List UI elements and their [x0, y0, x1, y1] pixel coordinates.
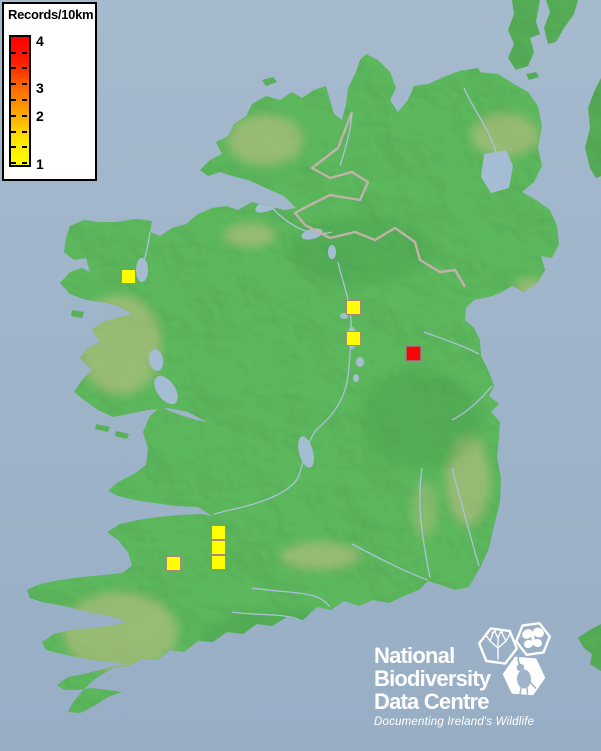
small-islands [71, 68, 481, 439]
legend-title: Records/10km [8, 7, 94, 22]
logo-text-block: National Biodiversity Data Centre Docume… [374, 644, 534, 728]
grid-square-marker[interactable] [346, 331, 361, 346]
legend-scale-label: 4 [36, 32, 44, 49]
legend-scale-label: 3 [36, 80, 44, 97]
wales-coast [578, 624, 601, 671]
logo-hexagons [478, 621, 552, 696]
legend-tick [22, 99, 27, 102]
legend-tick [22, 114, 27, 117]
ni-border-line [293, 111, 467, 288]
highland-shading [62, 113, 546, 672]
legend-tick [11, 146, 16, 149]
logo-line-3: Data Centre [374, 689, 489, 714]
legend-tick [22, 67, 27, 70]
legend-scale-label: 1 [36, 155, 44, 172]
legend-tick [11, 99, 16, 102]
legend-tick [11, 114, 16, 117]
legend-tick [11, 130, 16, 133]
logo-tagline: Documenting Ireland's Wildlife [374, 716, 535, 728]
legend-panel: Records/10km 4 3 2 1 [2, 2, 97, 181]
grid-square-marker[interactable] [211, 555, 226, 570]
logo-line-2: Biodiversity [374, 666, 491, 691]
tree-hexagon-icon [478, 627, 518, 665]
grid-square-marker[interactable] [211, 540, 226, 555]
bird-hexagon-icon [502, 652, 546, 696]
legend-tick [11, 83, 16, 86]
logo-line-1: National [374, 643, 455, 668]
legend-tick [22, 162, 27, 165]
butterfly-hexagon-icon [515, 621, 552, 656]
legend-tick [11, 51, 16, 54]
legend-tick [22, 51, 27, 54]
legend-tick [22, 146, 27, 149]
grid-square-marker[interactable] [121, 269, 136, 284]
grid-square-marker[interactable] [166, 556, 181, 571]
scotland-islands [508, 0, 601, 178]
legend-tick [11, 67, 16, 70]
legend-scale-label: 2 [36, 108, 44, 125]
grid-square-marker[interactable] [406, 346, 421, 361]
grid-square-marker[interactable] [346, 300, 361, 315]
legend-tick [11, 162, 16, 165]
legend-tick [22, 83, 27, 86]
legend-tick [22, 130, 27, 133]
rivers [142, 87, 497, 621]
grid-square-marker[interactable] [211, 525, 226, 540]
